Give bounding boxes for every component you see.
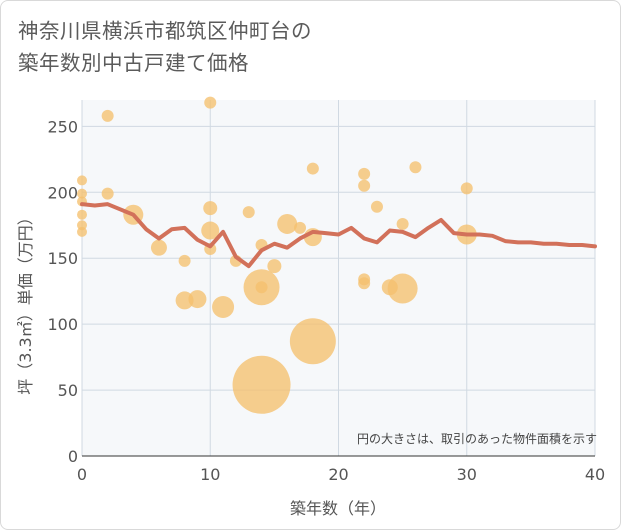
bubble-point <box>77 188 87 199</box>
chart-title: 神奈川県横浜市都筑区仲町台の 築年数別中古戸建て価格 <box>18 15 312 79</box>
y-tick-label: 0 <box>68 447 78 466</box>
size-note: 円の大きさは、取引のあった物件面積を示す <box>357 431 597 446</box>
bubble-point <box>255 281 268 294</box>
bubble-point <box>232 355 291 414</box>
grid-lines <box>81 100 596 457</box>
y-axis-label: 坪（3.3㎡）単価（万円） <box>16 209 35 394</box>
x-tick-label: 20 <box>328 465 348 484</box>
bubble-point <box>409 161 422 174</box>
bubble-point <box>396 217 409 230</box>
bubble-point <box>77 175 87 186</box>
bubble-point <box>306 162 319 175</box>
bubble-point <box>267 259 282 274</box>
bubble-point <box>178 254 191 267</box>
bubble-point <box>289 318 336 365</box>
bubble-point <box>77 209 87 220</box>
bubble-point <box>387 273 418 304</box>
bubble-point <box>242 206 255 219</box>
chart-title-line-1: 神奈川県横浜市都筑区仲町台の <box>18 19 312 43</box>
bubble-point <box>358 167 371 180</box>
bubble-point <box>101 187 114 200</box>
y-tick-label: 200 <box>47 183 78 202</box>
tick-labels: 0 10 20 30 40 0 50 100 150 200 250 <box>47 117 605 484</box>
bubble-point <box>370 200 383 213</box>
bubble-point <box>77 226 87 237</box>
bubble-point <box>150 239 167 256</box>
bubble-point <box>201 221 220 240</box>
chart-title-line-2: 築年数別中古戸建て価格 <box>18 51 249 75</box>
x-tick-label: 10 <box>200 465 220 484</box>
y-tick-label: 50 <box>58 381 78 400</box>
bubble-point <box>460 182 473 195</box>
bubble-point <box>204 96 217 109</box>
bubble-point <box>277 213 298 234</box>
bubble-point <box>101 109 114 122</box>
bubble-point <box>358 277 371 290</box>
average-price-line <box>80 202 597 269</box>
bubble-point <box>294 221 307 234</box>
bubble-point <box>188 290 207 309</box>
x-axis-label: 築年数（年） <box>290 499 386 518</box>
bubble-point <box>358 179 371 192</box>
x-tick-label: 30 <box>457 465 477 484</box>
y-tick-label: 150 <box>47 249 78 268</box>
bubble-point <box>203 201 218 216</box>
y-tick-label: 250 <box>47 117 78 136</box>
x-tick-label: 40 <box>585 465 605 484</box>
x-tick-label: 0 <box>77 465 87 484</box>
y-tick-label: 100 <box>47 315 78 334</box>
bubble-point <box>212 296 235 319</box>
average-line <box>80 202 597 269</box>
